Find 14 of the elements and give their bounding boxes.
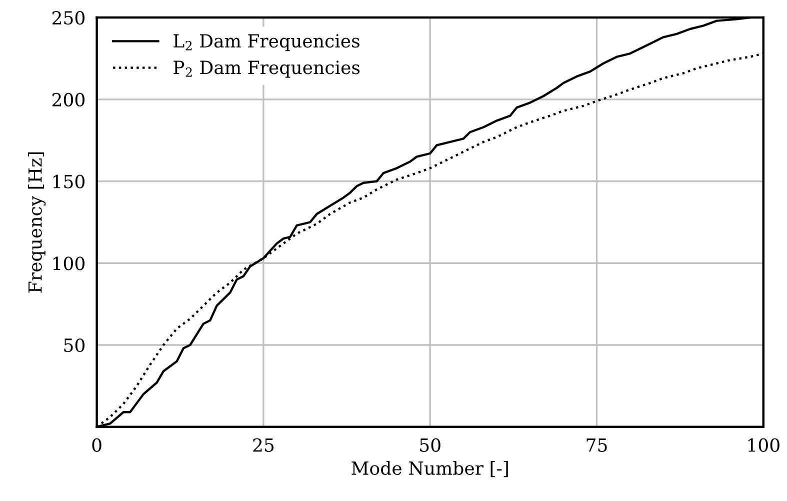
legend-label: P$_{2}$ Dam Frequencies: [174, 60, 360, 78]
y-tick-label: 100: [53, 256, 84, 270]
legend-label: L$_{2}$ Dam Frequencies: [174, 34, 360, 52]
x-tick-label: 50: [420, 438, 440, 452]
x-axis-title: Mode Number [-]: [352, 460, 508, 478]
x-tick-label: 25: [253, 438, 274, 452]
x-tick-label: 100: [748, 438, 780, 452]
y-tick-label: 200: [52, 92, 84, 107]
y-tick-label: 250: [52, 10, 84, 25]
x-tick-label: 0: [92, 438, 102, 452]
y-tick-label: 150: [53, 174, 84, 188]
y-tick-label: 50: [64, 338, 84, 352]
y-axis-title: Frequency [Hz]: [28, 152, 46, 293]
x-tick-label: 75: [586, 438, 607, 452]
